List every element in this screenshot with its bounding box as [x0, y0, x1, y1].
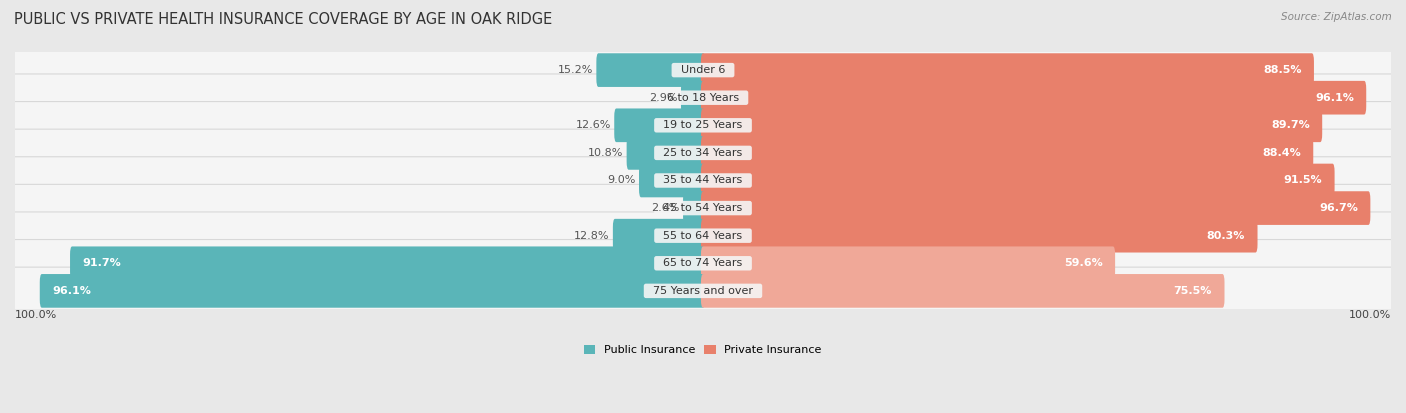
FancyBboxPatch shape — [638, 164, 704, 197]
Text: 65 to 74 Years: 65 to 74 Years — [657, 258, 749, 268]
Text: 96.7%: 96.7% — [1319, 203, 1358, 213]
FancyBboxPatch shape — [702, 191, 1371, 225]
Text: 10.8%: 10.8% — [588, 148, 623, 158]
FancyBboxPatch shape — [702, 136, 1313, 170]
FancyBboxPatch shape — [11, 240, 1395, 287]
FancyBboxPatch shape — [11, 267, 1395, 315]
Text: PUBLIC VS PRIVATE HEALTH INSURANCE COVERAGE BY AGE IN OAK RIDGE: PUBLIC VS PRIVATE HEALTH INSURANCE COVER… — [14, 12, 553, 27]
Text: 12.8%: 12.8% — [574, 231, 609, 241]
FancyBboxPatch shape — [614, 109, 704, 142]
Text: 2.9%: 2.9% — [650, 93, 678, 103]
Text: 9.0%: 9.0% — [607, 176, 636, 185]
Text: 15.2%: 15.2% — [558, 65, 593, 75]
Text: 2.6%: 2.6% — [651, 203, 679, 213]
Text: 25 to 34 Years: 25 to 34 Years — [657, 148, 749, 158]
Text: 88.4%: 88.4% — [1263, 148, 1301, 158]
Text: Under 6: Under 6 — [673, 65, 733, 75]
Text: 45 to 54 Years: 45 to 54 Years — [657, 203, 749, 213]
Text: Source: ZipAtlas.com: Source: ZipAtlas.com — [1281, 12, 1392, 22]
FancyBboxPatch shape — [627, 136, 704, 170]
FancyBboxPatch shape — [11, 184, 1395, 232]
FancyBboxPatch shape — [11, 212, 1395, 259]
Text: 96.1%: 96.1% — [52, 286, 91, 296]
FancyBboxPatch shape — [683, 191, 704, 225]
FancyBboxPatch shape — [702, 53, 1315, 87]
FancyBboxPatch shape — [11, 129, 1395, 177]
FancyBboxPatch shape — [11, 157, 1395, 204]
FancyBboxPatch shape — [702, 81, 1367, 114]
Legend: Public Insurance, Private Insurance: Public Insurance, Private Insurance — [579, 341, 827, 360]
FancyBboxPatch shape — [70, 247, 704, 280]
Text: 88.5%: 88.5% — [1263, 65, 1302, 75]
FancyBboxPatch shape — [11, 102, 1395, 149]
FancyBboxPatch shape — [11, 74, 1395, 121]
FancyBboxPatch shape — [702, 219, 1257, 252]
Text: 19 to 25 Years: 19 to 25 Years — [657, 120, 749, 130]
Text: 35 to 44 Years: 35 to 44 Years — [657, 176, 749, 185]
Text: 89.7%: 89.7% — [1271, 120, 1310, 130]
FancyBboxPatch shape — [702, 247, 1115, 280]
Text: 59.6%: 59.6% — [1064, 258, 1102, 268]
Text: 12.6%: 12.6% — [575, 120, 610, 130]
Text: 75.5%: 75.5% — [1174, 286, 1212, 296]
Text: 100.0%: 100.0% — [15, 310, 58, 320]
Text: 91.7%: 91.7% — [83, 258, 121, 268]
Text: 80.3%: 80.3% — [1206, 231, 1246, 241]
Text: 91.5%: 91.5% — [1284, 176, 1322, 185]
Text: 75 Years and over: 75 Years and over — [645, 286, 761, 296]
Text: 96.1%: 96.1% — [1315, 93, 1354, 103]
FancyBboxPatch shape — [39, 274, 704, 308]
Text: 6 to 18 Years: 6 to 18 Years — [659, 93, 747, 103]
FancyBboxPatch shape — [702, 109, 1322, 142]
FancyBboxPatch shape — [11, 46, 1395, 94]
Text: 55 to 64 Years: 55 to 64 Years — [657, 231, 749, 241]
FancyBboxPatch shape — [702, 164, 1334, 197]
FancyBboxPatch shape — [613, 219, 704, 252]
FancyBboxPatch shape — [681, 81, 704, 114]
FancyBboxPatch shape — [596, 53, 704, 87]
Text: 100.0%: 100.0% — [1348, 310, 1391, 320]
FancyBboxPatch shape — [702, 274, 1225, 308]
